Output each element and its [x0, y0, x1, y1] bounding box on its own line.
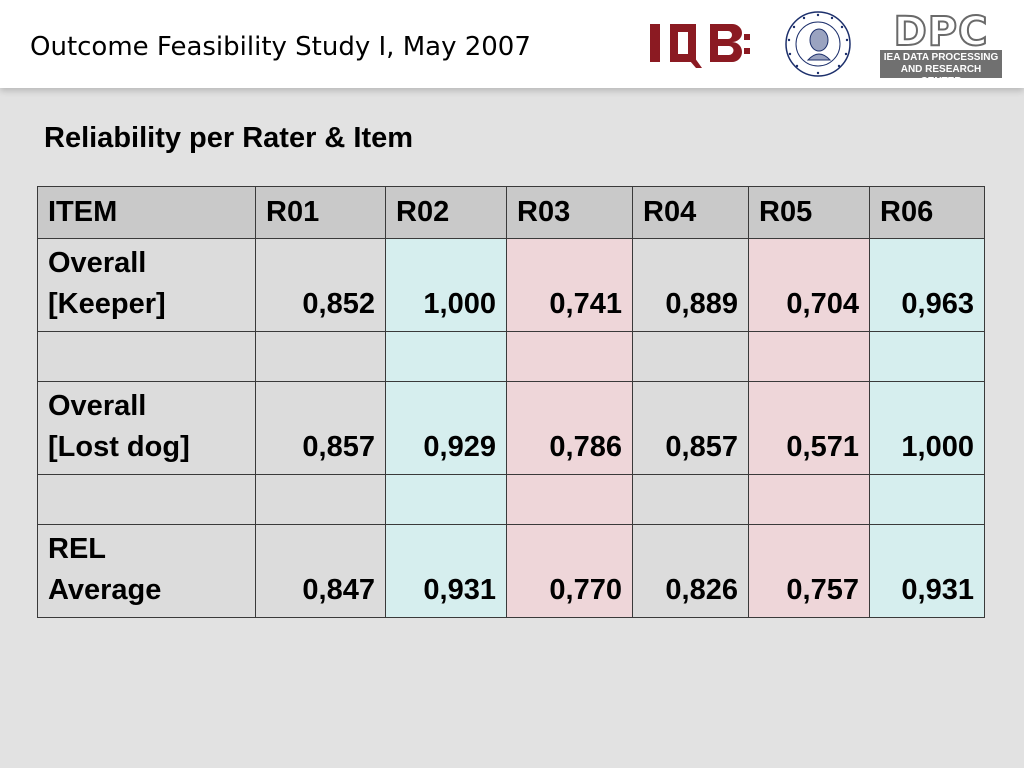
header-cell-item: ITEM: [37, 186, 256, 239]
value-cell-r04: 0,826: [632, 524, 749, 618]
spacer-cell: [869, 474, 985, 525]
header-cell-r01: R01: [255, 186, 386, 239]
table-spacer-row: [37, 474, 985, 525]
section-title: Reliability per Rater & Item: [44, 122, 414, 154]
dpc-logo-line1: IEA DATA PROCESSING: [883, 52, 999, 63]
header-cell-r06: R06: [869, 186, 985, 239]
spacer-cell: [748, 331, 870, 382]
header-title: Outcome Feasibility Study I, May 2007: [30, 32, 531, 62]
item-line1: Overall: [48, 390, 147, 422]
spacer-cell: [255, 474, 386, 525]
table-header-row: ITEM R01 R02 R03 R04 R05 R06: [37, 186, 985, 239]
value-cell-r01: 0,857: [255, 381, 386, 475]
value-cell-r05: 0,571: [748, 381, 870, 475]
value-cell-r02: 0,929: [385, 381, 507, 475]
value-cell-r04: 0,857: [632, 381, 749, 475]
slide-header: Outcome Feasibility Study I, May 2007 DP…: [0, 0, 1024, 88]
iqb-logo: [650, 24, 750, 68]
spacer-cell: [255, 331, 386, 382]
table-spacer-row: [37, 331, 985, 382]
dpc-logo-band: IEA DATA PROCESSING AND RESEARCH CENTER: [880, 50, 1002, 87]
dpc-logo-line2: AND RESEARCH CENTER: [900, 64, 982, 87]
item-cell: Overall [Keeper]: [37, 238, 256, 332]
spacer-cell: [748, 474, 870, 525]
value-cell-r05: 0,757: [748, 524, 870, 618]
reliability-table: ITEM R01 R02 R03 R04 R05 R06 Overall [Kee…: [37, 186, 985, 618]
value-cell-r06: 0,931: [869, 524, 985, 618]
item-line1: REL: [48, 533, 106, 565]
item-cell: Overall [Lost dog]: [37, 381, 256, 475]
spacer-cell: [506, 474, 633, 525]
spacer-cell: [869, 331, 985, 382]
dpc-logo-letters: DPC: [893, 9, 989, 55]
item-line2: [Lost dog]: [48, 431, 190, 463]
university-seal-logo: [785, 11, 851, 77]
dpc-logo: DPC IEA DATA PROCESSING AND RESEARCH CEN…: [880, 9, 1002, 87]
table-row-lost-dog: Overall [Lost dog] 0,857 0,929 0,786 0,85…: [37, 381, 985, 475]
spacer-cell: [632, 474, 749, 525]
spacer-cell: [385, 331, 507, 382]
value-cell-r03: 0,786: [506, 381, 633, 475]
header-cell-r04: R04: [632, 186, 749, 239]
table-row-rel-average: REL Average 0,847 0,931 0,770 0,826 0,757…: [37, 524, 985, 618]
spacer-cell: [37, 474, 256, 525]
value-cell-r02: 1,000: [385, 238, 507, 332]
table-row-keeper: Overall [Keeper] 0,852 1,000 0,741 0,889 …: [37, 238, 985, 332]
value-cell-r03: 0,770: [506, 524, 633, 618]
item-line1: Overall: [48, 247, 147, 279]
value-cell-r06: 1,000: [869, 381, 985, 475]
item-cell: REL Average: [37, 524, 256, 618]
value-cell-r03: 0,741: [506, 238, 633, 332]
value-cell-r01: 0,852: [255, 238, 386, 332]
value-cell-r06: 0,963: [869, 238, 985, 332]
item-line2: [Keeper]: [48, 288, 166, 320]
header-cell-r03: R03: [506, 186, 633, 239]
spacer-cell: [506, 331, 633, 382]
value-cell-r05: 0,704: [748, 238, 870, 332]
header-cell-r02: R02: [385, 186, 507, 239]
item-line2: Average: [48, 574, 162, 606]
value-cell-r02: 0,931: [385, 524, 507, 618]
spacer-cell: [385, 474, 507, 525]
value-cell-r01: 0,847: [255, 524, 386, 618]
spacer-cell: [632, 331, 749, 382]
header-cell-r05: R05: [748, 186, 870, 239]
spacer-cell: [37, 331, 256, 382]
value-cell-r04: 0,889: [632, 238, 749, 332]
